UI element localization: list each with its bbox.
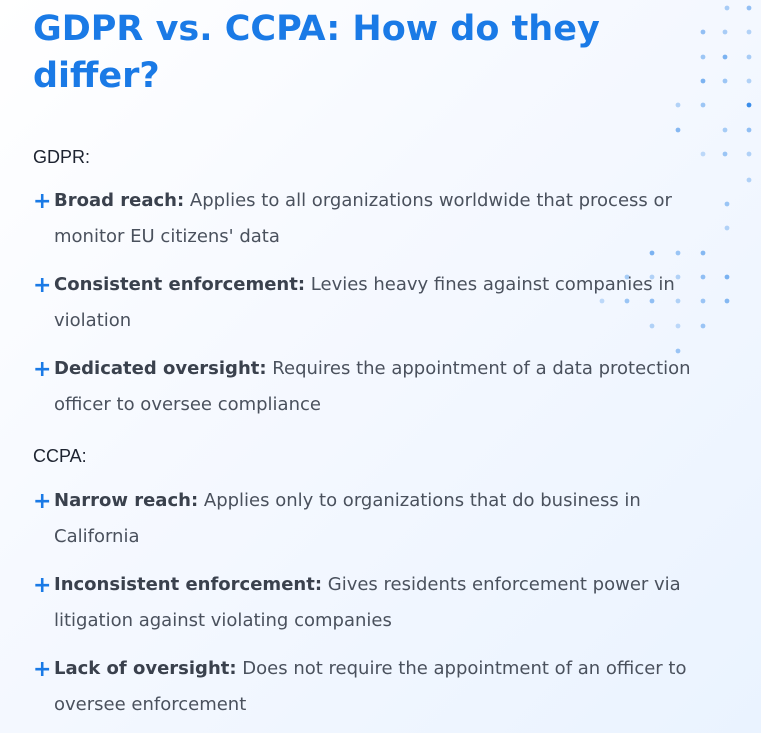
decorative-dot <box>746 54 752 60</box>
decorative-dot <box>700 298 706 304</box>
list-item-text: Lack of oversight: Does not require the … <box>54 651 693 723</box>
list-item-description: Applies to all organizations worldwide t… <box>54 190 672 247</box>
list-item-description: Does not require the appointment of an o… <box>54 658 687 715</box>
decorative-dot <box>724 5 730 11</box>
decorative-dot <box>675 323 681 329</box>
decorative-dot <box>675 298 681 304</box>
decorative-dot-pattern <box>599 5 752 354</box>
list-item-narrow-reach: + Narrow reach: Applies only to organiza… <box>33 489 693 563</box>
decorative-dot <box>624 274 630 280</box>
decorative-dot <box>700 323 706 329</box>
decorative-dot <box>724 298 730 304</box>
list-item-description: Gives residents enforcement power via li… <box>54 574 681 631</box>
section-label-ccpa: CCPA: <box>33 446 87 466</box>
decorative-dot <box>700 151 706 157</box>
list-item-consistent-enforcement: + Consistent enforcement: Levies heavy f… <box>33 273 693 347</box>
decorative-dot <box>746 78 752 84</box>
plus-icon: + <box>33 273 52 298</box>
list-item-text: Narrow reach: Applies only to organizati… <box>54 483 693 555</box>
list-item-term: Consistent enforcement: <box>54 274 306 295</box>
list-item-term: Dedicated oversight: <box>54 358 267 379</box>
plus-icon: + <box>33 357 52 382</box>
list-item-lack-of-oversight: + Lack of oversight: Does not require th… <box>33 657 693 731</box>
decorative-dot <box>675 102 681 108</box>
decorative-dot <box>675 274 681 280</box>
decorative-dot <box>722 151 728 157</box>
plus-icon: + <box>33 657 52 682</box>
plus-icon: + <box>33 573 52 598</box>
decorative-dot <box>649 250 655 256</box>
section-label-gdpr: GDPR: <box>33 147 91 167</box>
plus-icon: + <box>33 489 52 514</box>
decorative-dot <box>746 102 752 108</box>
list-item-dedicated-oversight: + Dedicated oversight: Requires the appo… <box>33 357 693 431</box>
decorative-dot <box>722 127 728 133</box>
decorative-dot <box>746 29 752 35</box>
decorative-dot <box>700 29 706 35</box>
decorative-dot <box>649 323 655 329</box>
decorative-dot <box>746 177 752 183</box>
decorative-dot <box>746 5 752 11</box>
decorative-dot <box>700 54 706 60</box>
decorative-dot <box>675 348 681 354</box>
decorative-dot <box>675 127 681 133</box>
decorative-dot <box>746 127 752 133</box>
decorative-dot <box>700 250 706 256</box>
list-item-term: Broad reach: <box>54 190 185 211</box>
decorative-dot <box>724 225 730 231</box>
plus-icon: + <box>33 189 52 214</box>
list-item-text: Dedicated oversight: Requires the appoin… <box>54 351 693 423</box>
decorative-dot <box>649 274 655 280</box>
decorative-dot <box>722 78 728 84</box>
list-item-description: Applies only to organizations that do bu… <box>54 490 641 547</box>
list-item-term: Lack of oversight: <box>54 658 237 679</box>
list-item-term: Narrow reach: <box>54 490 199 511</box>
list-item-text: Consistent enforcement: Levies heavy fin… <box>54 267 693 339</box>
decorative-dot <box>700 274 706 280</box>
decorative-dot <box>700 78 706 84</box>
decorative-dot <box>675 250 681 256</box>
list-item-text: Inconsistent enforcement: Gives resident… <box>54 567 693 639</box>
list-item-broad-reach: + Broad reach: Applies to all organizati… <box>33 189 693 263</box>
page-title: GDPR vs. CCPA: How do they differ? <box>33 9 600 96</box>
list-item-description: Levies heavy fines against companies in … <box>54 274 675 331</box>
decorative-dot <box>649 298 655 304</box>
decorative-dot <box>746 151 752 157</box>
list-item-inconsistent-enforcement: + Inconsistent enforcement: Gives reside… <box>33 573 693 647</box>
decorative-dot <box>700 102 706 108</box>
list-item-description: Requires the appointment of a data prote… <box>54 358 691 415</box>
decorative-dot <box>599 298 605 304</box>
decorative-dot <box>722 29 728 35</box>
decorative-dot <box>724 274 730 280</box>
decorative-dot <box>624 298 630 304</box>
list-item-term: Inconsistent enforcement: <box>54 574 323 595</box>
decorative-dot <box>724 201 730 207</box>
decorative-dot <box>722 54 728 60</box>
list-item-text: Broad reach: Applies to all organization… <box>54 183 693 255</box>
